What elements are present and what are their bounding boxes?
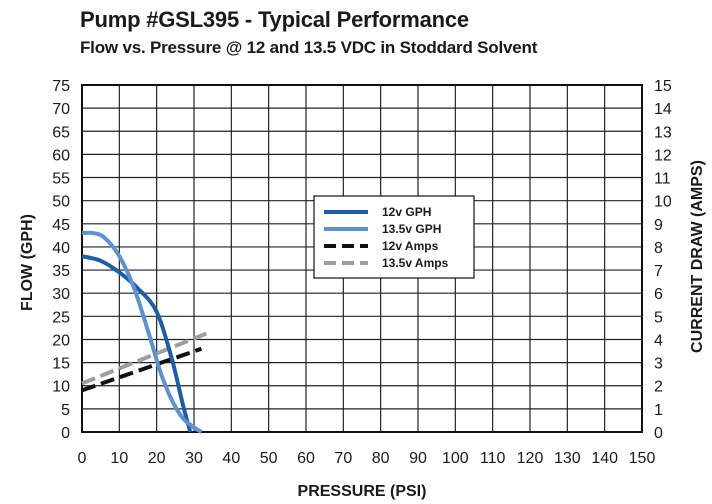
x-tick-label: 130 [554,450,581,467]
y2-tick-label: 9 [654,217,663,234]
x-tick-label: 30 [185,450,203,467]
x-tick-label: 0 [78,450,87,467]
y2-tick-label: 1 [654,402,663,419]
y2-tick-label: 3 [654,356,663,373]
y-tick-label: 40 [52,240,70,257]
y2-tick-label: 0 [654,425,663,442]
y2-tick-label: 2 [654,379,663,396]
x-tick-label: 20 [148,450,166,467]
x-tick-label: 90 [409,450,427,467]
y2-tick-label: 4 [654,332,663,349]
y2-tick-label: 11 [654,171,671,188]
series-layer [81,230,210,434]
chart-title: Pump #GSL395 - Typical Performance [80,7,469,32]
x-tick-label: 40 [222,450,240,467]
series-line-12v-gph [81,254,193,433]
y2-tick-label: 10 [654,194,672,211]
y2-tick-label: 12 [654,147,672,164]
x-tick-label: 110 [480,450,506,467]
x-tick-label: 50 [260,450,278,467]
x-tick-label: 150 [629,450,656,467]
y-tick-label: 60 [52,147,70,164]
y2-tick-label: 5 [654,309,663,326]
y-axis-label: FLOW (GPH) [19,214,36,311]
chart-subtitle: Flow vs. Pressure @ 12 and 13.5 VDC in S… [80,38,538,57]
y-tick-label: 5 [61,402,70,419]
y-tick-label: 10 [52,379,70,396]
y-tick-label: 75 [52,78,70,95]
x-tick-label: 60 [297,450,315,467]
y-tick-label: 35 [52,263,70,280]
series-line-13-5v-amps [81,330,210,386]
y-tick-label: 50 [52,194,70,211]
x-tick-label: 10 [110,450,128,467]
y2-axis-label: CURRENT DRAW (AMPS) [689,160,706,353]
y2-tick-label: 14 [654,101,672,118]
x-tick-label: 120 [517,450,544,467]
y2-tick-label: 15 [654,78,672,95]
y-tick-label: 0 [61,425,70,442]
legend: 12v GPH 13.5v GPH 12v Amps 13.5v Amps [313,195,475,279]
x-axis-label: PRESSURE (PSI) [298,483,427,500]
legend-label: 12v GPH [382,205,431,219]
series-line-12v-amps [81,346,203,393]
x-tick-label: 140 [591,450,618,467]
y-tick-label: 65 [52,124,70,141]
y2-tick-label: 6 [654,286,663,303]
x-axis-ticks: 0 10 20 30 40 50 60 70 80 90 100 110 120 130 140 150 [78,450,656,467]
legend-label: 13.5v GPH [382,222,441,236]
y2-tick-label: 8 [654,240,663,257]
y-tick-label: 15 [52,356,70,373]
x-tick-label: 80 [372,450,390,467]
y2-tick-label: 13 [654,124,672,141]
y-tick-label: 55 [52,171,70,188]
y-tick-label: 25 [52,309,70,326]
legend-box [313,195,475,279]
y-tick-label: 30 [52,286,70,303]
y-tick-label: 20 [52,332,70,349]
x-tick-label: 70 [334,450,352,467]
y-tick-label: 45 [52,217,70,234]
y-tick-label: 70 [52,101,70,118]
y2-tick-label: 7 [654,263,663,280]
plot-frame [81,84,643,433]
y-axis-ticks: 0 5 10 15 20 25 30 35 40 45 50 55 60 65 70 75 [52,78,70,442]
series-line-13-5v-gph [81,230,203,434]
x-tick-label: 100 [442,450,469,467]
legend-label: 12v Amps [382,239,439,253]
legend-label: 13.5v Amps [382,256,449,270]
